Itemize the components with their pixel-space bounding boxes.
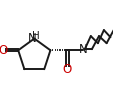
Text: N: N [28,32,37,45]
Text: O: O [0,44,7,57]
Text: H: H [32,31,40,41]
Text: N: N [79,43,87,56]
Text: O: O [62,63,71,76]
